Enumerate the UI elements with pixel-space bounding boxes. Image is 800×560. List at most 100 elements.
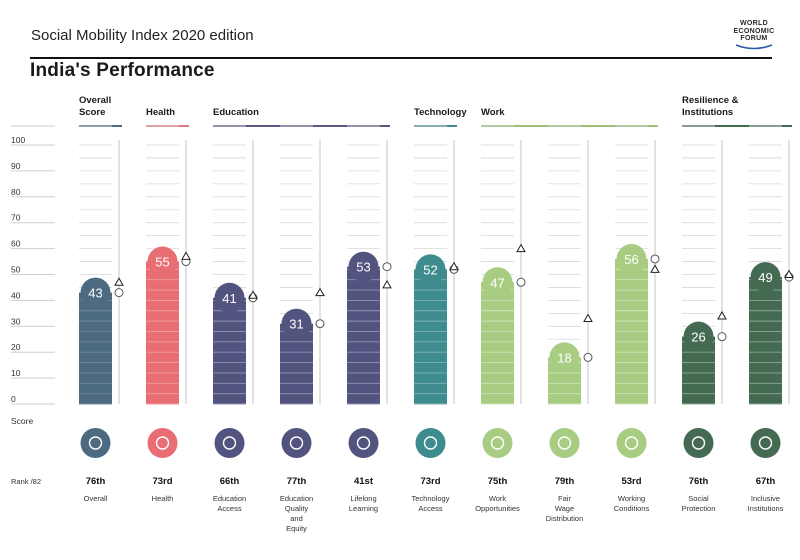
pillar-name: Education (213, 494, 246, 503)
network-icon-glyph (423, 436, 438, 450)
group-label: Education (213, 107, 259, 118)
coins-icon (549, 428, 580, 458)
pillar-name: Health (152, 494, 174, 503)
pillar-name: Inclusive (751, 494, 780, 503)
comparison-triangle (516, 243, 526, 253)
rank-axis-label: Rank /82 (11, 477, 41, 486)
y-axis-label: Score (11, 416, 33, 426)
y-tick-label: 10 (11, 368, 21, 378)
pillar-name: Conditions (614, 504, 650, 513)
pillar-name: Opportunities (475, 504, 520, 513)
y-tick-label: 50 (11, 265, 21, 275)
award-ribbon-icon-glyph (289, 436, 304, 450)
comparison-triangle (717, 310, 727, 320)
value-label: 31 (289, 317, 303, 332)
rank-label: 53rd (621, 476, 641, 487)
comparison-triangle (650, 264, 660, 273)
bar (414, 269, 447, 404)
group-label: Institutions (682, 107, 733, 118)
comparison-triangle (449, 261, 459, 271)
value-label: 26 (691, 330, 705, 345)
pillar-name: Fair (558, 494, 571, 503)
value-circle (281, 308, 312, 339)
graduation-cap-icon (214, 428, 245, 458)
group-label: Overall (79, 95, 111, 106)
pillar-name: Social (688, 494, 709, 503)
rank-label: 41st (354, 476, 374, 487)
value-label: 41 (222, 291, 236, 306)
rank-label: 73rd (420, 476, 440, 487)
value-label: 53 (356, 260, 370, 275)
pillar-name: Distribution (546, 514, 584, 523)
rank-label: 77th (287, 476, 307, 487)
medal-icon-glyph (88, 436, 103, 450)
pillar-column: 43 76th Overall (79, 125, 124, 503)
rank-label: 79th (555, 476, 575, 487)
logo-line-2: ECONOMIC (733, 27, 775, 35)
value-circle (214, 282, 245, 313)
y-tick-label: 0 (11, 394, 16, 404)
value-label: 47 (490, 275, 504, 290)
health-cross-icon-glyph (155, 436, 170, 450)
comparison-triangle (181, 251, 191, 260)
group-label: Work (481, 107, 505, 118)
y-tick-label: 90 (11, 161, 21, 171)
rank-label: 66th (220, 476, 240, 487)
wrench-icon (482, 428, 513, 458)
pillar-name: Access (217, 504, 241, 513)
score-marker (382, 262, 392, 272)
value-circle (616, 243, 647, 274)
value-label: 49 (758, 270, 772, 285)
value-label: 52 (423, 262, 437, 277)
value-circle (348, 251, 379, 282)
value-label: 56 (624, 252, 638, 267)
y-tick-label: 100 (11, 135, 25, 145)
rank-label: 67th (756, 476, 776, 487)
group-label: Score (79, 107, 105, 118)
value-label: 55 (155, 255, 169, 270)
y-tick-label: 80 (11, 187, 21, 197)
value-label: 18 (557, 350, 571, 365)
pillar-name: Quality (285, 504, 309, 513)
comparison-triangle (784, 269, 794, 278)
bar (749, 277, 782, 404)
y-tick-label: 20 (11, 342, 21, 352)
health-cross-icon (147, 428, 178, 458)
rank-label: 73rd (152, 476, 172, 487)
pillar-name: Work (489, 494, 507, 503)
group-label: Resilience & (682, 95, 739, 106)
group-label: Technology (414, 107, 467, 118)
document-icon (616, 428, 647, 458)
logo-line-1: WORLD (740, 20, 768, 27)
bar (213, 297, 246, 404)
pillar-name: Working (618, 494, 645, 503)
comparison-triangle (248, 290, 258, 299)
logo-line-3: FORUM (740, 35, 768, 42)
value-circle (415, 254, 446, 285)
institution-arrows-icon-glyph (758, 436, 773, 450)
pillar-name: Access (418, 504, 442, 513)
logo-arc-icon (735, 43, 773, 49)
title-rule (30, 57, 772, 59)
document-icon-glyph (624, 436, 639, 450)
comparison-triangle (382, 279, 392, 289)
rank-label: 76th (689, 476, 709, 487)
bar (146, 261, 179, 404)
pillar-name: Protection (682, 504, 716, 513)
learning-head-icon (348, 428, 379, 458)
score-marker (315, 319, 325, 329)
rank-label: 76th (86, 476, 106, 487)
y-tick-label: 60 (11, 239, 21, 249)
network-icon (415, 428, 446, 458)
comparison-triangle (315, 287, 325, 297)
value-circle (482, 267, 513, 298)
learning-head-icon-glyph (356, 436, 371, 450)
